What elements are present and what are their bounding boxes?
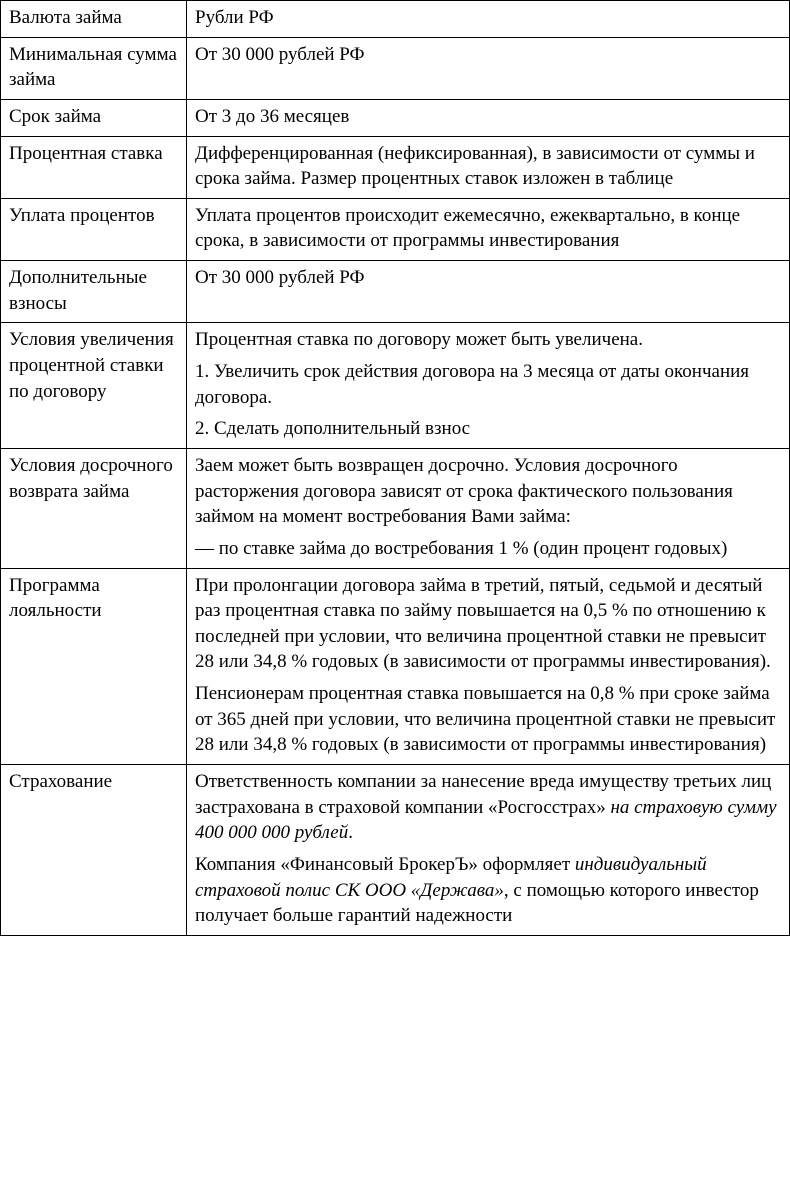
- value-paragraph: От 3 до 36 месяцев: [195, 104, 781, 130]
- value-paragraph: Ответственность компании за нанесение вр…: [195, 769, 781, 846]
- row-value: Заем может быть возвращен досрочно. Усло…: [187, 448, 790, 568]
- value-paragraph: Уплата процентов происходит ежемесячно, …: [195, 203, 781, 254]
- value-paragraph: При пролонгации договора займа в третий,…: [195, 573, 781, 676]
- value-paragraph: От 30 000 рублей РФ: [195, 42, 781, 68]
- row-value: Рубли РФ: [187, 1, 790, 38]
- row-label: Срок займа: [1, 99, 187, 136]
- row-label: Процентная ставка: [1, 136, 187, 198]
- row-label: Дополнительные взносы: [1, 261, 187, 323]
- value-paragraph: Дифференцированная (нефиксированная), в …: [195, 141, 781, 192]
- row-value: От 3 до 36 месяцев: [187, 99, 790, 136]
- table-row: Процентная ставкаДифференцированная (неф…: [1, 136, 790, 198]
- row-value: От 30 000 рублей РФ: [187, 37, 790, 99]
- value-paragraph: Заем может быть возвращен досрочно. Усло…: [195, 453, 781, 530]
- table-row: Дополнительные взносы От 30 000 рублей РФ: [1, 261, 790, 323]
- value-paragraph: От 30 000 рублей РФ: [195, 265, 781, 291]
- row-label: Минимальная сумма займа: [1, 37, 187, 99]
- value-paragraph: Рубли РФ: [195, 5, 781, 31]
- table-row: Программа лояльностиПри пролонгации дого…: [1, 568, 790, 764]
- row-value: При пролонгации договора займа в третий,…: [187, 568, 790, 764]
- value-paragraph: Пенсионерам процентная ставка повышается…: [195, 681, 781, 758]
- table-row: Условия досрочного возврата займаЗаем мо…: [1, 448, 790, 568]
- table-row: Срок займа От 3 до 36 месяцев: [1, 99, 790, 136]
- value-paragraph: 2. Сделать дополнительный взнос: [195, 416, 781, 442]
- table-row: Минимальная сумма займа От 30 000 рублей …: [1, 37, 790, 99]
- row-label: Уплата процентов: [1, 198, 187, 260]
- table-body: Валюта займа Рубли РФ Минимальная сумма за…: [1, 1, 790, 936]
- row-value: Ответственность компании за нанесение вр…: [187, 765, 790, 936]
- value-paragraph: — по ставке займа до востребования 1 % (…: [195, 536, 781, 562]
- row-label: Условия досрочного возврата займа: [1, 448, 187, 568]
- page: Валюта займа Рубли РФ Минимальная сумма за…: [0, 0, 790, 936]
- value-paragraph: Процентная ставка по договору может быть…: [195, 327, 781, 353]
- row-value: От 30 000 рублей РФ: [187, 261, 790, 323]
- row-value: Дифференцированная (нефиксированная), в …: [187, 136, 790, 198]
- row-label: Страхование: [1, 765, 187, 936]
- value-paragraph: Компания «Финансовый БрокерЪ» оформляет …: [195, 852, 781, 929]
- row-label: Программа лояльности: [1, 568, 187, 764]
- table-row: Уплата процентовУплата процентов происхо…: [1, 198, 790, 260]
- table-row: Условия увеличения процентной ставки по …: [1, 323, 790, 449]
- table-row: Валюта займа Рубли РФ: [1, 1, 790, 38]
- row-value: Уплата процентов происходит ежемесячно, …: [187, 198, 790, 260]
- row-label: Условия увеличения процентной ставки по …: [1, 323, 187, 449]
- loan-terms-table: Валюта займа Рубли РФ Минимальная сумма за…: [0, 0, 790, 936]
- row-label: Валюта займа: [1, 1, 187, 38]
- table-row: СтрахованиеОтветственность компании за н…: [1, 765, 790, 936]
- row-value: Процентная ставка по договору может быть…: [187, 323, 790, 449]
- value-paragraph: 1. Увеличить срок действия договора на 3…: [195, 359, 781, 410]
